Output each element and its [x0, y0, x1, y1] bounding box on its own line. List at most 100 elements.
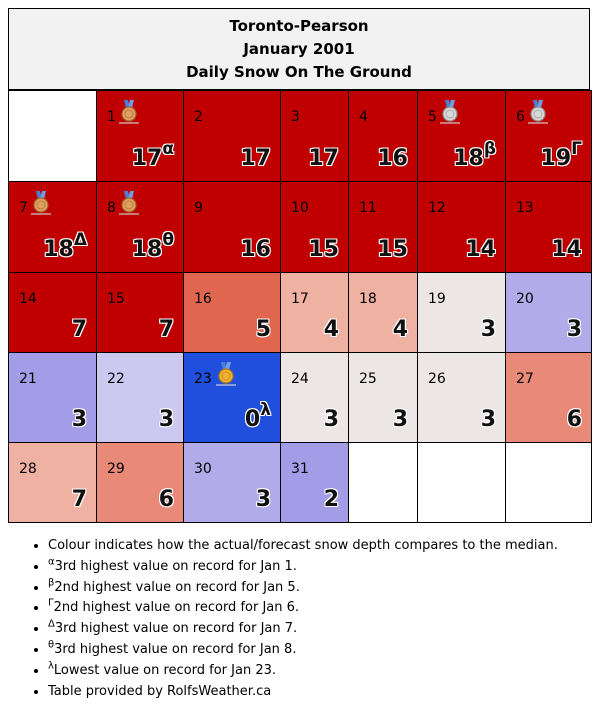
day-number: 21	[19, 371, 37, 387]
snow-depth-number: 4	[323, 317, 339, 342]
snow-depth-number: 4	[392, 317, 408, 342]
footnote-text: Table provided by RolfsWeather.ca	[48, 683, 272, 699]
snow-depth-value: 3	[72, 408, 87, 432]
snow-depth-value: 5	[256, 318, 271, 342]
calendar-week-row: 28 7 29 6 30 3 31 2	[8, 442, 592, 523]
record-footnote-marker: β	[483, 138, 496, 159]
record-footnote-marker: Δ	[73, 229, 87, 250]
bronze-medal-icon	[119, 191, 139, 215]
snow-depth-value: 3	[567, 318, 582, 342]
footnote-text: 3rd highest value on record for Jan 7.	[54, 621, 298, 637]
snow-depth-value: 14	[465, 238, 496, 262]
footnote-item: Δ3rd highest value on record for Jan 7.	[48, 619, 558, 640]
snow-depth-value: 0λ	[245, 401, 271, 432]
footnote-item: Table provided by RolfsWeather.ca	[48, 682, 558, 703]
footnote-marker: α	[48, 556, 55, 568]
day-cell: 21 3	[8, 352, 97, 443]
footnote-text: 3rd highest value on record for Jan 8.	[54, 641, 297, 657]
day-cell: 8 18θ	[96, 181, 184, 273]
snow-depth-number: 14	[551, 237, 582, 262]
snow-depth-number: 7	[71, 317, 87, 342]
gold-medal-icon	[216, 362, 236, 386]
day-number: 11	[359, 200, 377, 216]
footnote-item: Γ2nd highest value on record for Jan 6.	[48, 598, 558, 619]
station-name: Toronto-Pearson	[229, 17, 369, 35]
day-cell: 18 4	[348, 272, 418, 353]
snow-depth-number: 6	[566, 407, 582, 432]
day-cell: 19 3	[417, 272, 506, 353]
day-number: 23	[194, 371, 212, 387]
record-footnote-marker: Γ	[571, 138, 582, 159]
footnote-item: Colour indicates how the actual/forecast…	[48, 536, 558, 557]
day-cell: 24 3	[280, 352, 349, 443]
snow-depth-value: 3	[159, 408, 174, 432]
snow-depth-number: 3	[323, 407, 339, 432]
day-number: 17	[291, 291, 309, 307]
snow-depth-value: 7	[72, 488, 87, 512]
day-cell: 23 0λ	[183, 352, 281, 443]
snow-depth-number: 3	[480, 407, 496, 432]
day-cell: 1 17α	[96, 90, 184, 182]
snow-depth-number: 19	[540, 146, 572, 171]
snow-depth-number: 3	[255, 487, 271, 512]
day-cell: 29 6	[96, 442, 184, 523]
day-cell: 26 3	[417, 352, 506, 443]
snow-depth-value: 15	[377, 238, 408, 262]
day-cell: 12 14	[417, 181, 506, 273]
footnote-text: 2nd highest value on record for Jan 6.	[53, 600, 300, 616]
snow-depth-value: 3	[256, 488, 271, 512]
day-cell: 20 3	[505, 272, 592, 353]
footnote-item: α3rd highest value on record for Jan 1.	[48, 557, 558, 578]
day-cell: 15 7	[96, 272, 184, 353]
snow-depth-value: 3	[481, 318, 496, 342]
day-number: 15	[107, 291, 125, 307]
empty-day-cell	[348, 442, 418, 523]
day-cell: 11 15	[348, 181, 418, 273]
snow-depth-number: 17	[240, 146, 271, 171]
snow-depth-number: 18	[43, 237, 74, 262]
footnote-item: θ3rd highest value on record for Jan 8.	[48, 640, 558, 661]
day-number: 18	[359, 291, 377, 307]
calendar-week-row: 14 7 15 7 16 5 17 4 18 4 19 3 20 3	[8, 272, 592, 353]
snow-depth-value: 3	[324, 408, 339, 432]
snow-depth-number: 3	[566, 317, 582, 342]
snow-depth-number: 5	[255, 317, 271, 342]
day-cell: 17 4	[280, 272, 349, 353]
snow-depth-number: 7	[71, 487, 87, 512]
snow-depth-number: 17	[131, 146, 163, 171]
bronze-medal-icon	[119, 100, 139, 124]
empty-day-cell	[417, 442, 506, 523]
footnote-marker: β	[48, 577, 55, 589]
calendar-week-row: 21 3 22 3 23 0λ 24 3 25 3 26 3 27 6	[8, 352, 592, 443]
snow-depth-value: 7	[159, 318, 174, 342]
snow-depth-number: 6	[158, 487, 174, 512]
silver-medal-icon	[528, 100, 548, 124]
snow-depth-number: 15	[377, 237, 408, 262]
snow-depth-value: 18θ	[132, 231, 174, 262]
day-number: 30	[194, 461, 212, 477]
day-number: 10	[291, 200, 309, 216]
footnote-item: β2nd highest value on record for Jan 5.	[48, 578, 558, 599]
snow-depth-value: 17α	[131, 140, 174, 171]
day-number: 7	[19, 200, 28, 216]
snow-depth-number: 14	[465, 237, 496, 262]
day-number: 19	[428, 291, 446, 307]
record-footnote-marker: θ	[162, 229, 174, 250]
snow-depth-value: 6	[159, 488, 174, 512]
day-cell: 27 6	[505, 352, 592, 443]
footnotes-list: Colour indicates how the actual/forecast…	[8, 536, 558, 702]
day-number: 8	[107, 200, 116, 216]
day-number: 16	[194, 291, 212, 307]
snow-calendar-table: 1 17α 2 17 3 17 4 16 5 18β 6 19Γ 7 18Δ 8 18θ 9 16 10 15 11 15…	[8, 90, 592, 523]
footnote-marker: θ	[48, 639, 55, 651]
day-number: 5	[428, 109, 437, 125]
snow-depth-number: 16	[240, 237, 271, 262]
record-footnote-marker: λ	[260, 399, 271, 420]
snow-depth-number: 16	[377, 146, 408, 171]
day-number: 28	[19, 461, 37, 477]
snow-depth-value: 18Δ	[43, 231, 87, 262]
day-cell: 13 14	[505, 181, 592, 273]
day-cell: 30 3	[183, 442, 281, 523]
snow-depth-number: 7	[158, 317, 174, 342]
day-number: 24	[291, 371, 309, 387]
